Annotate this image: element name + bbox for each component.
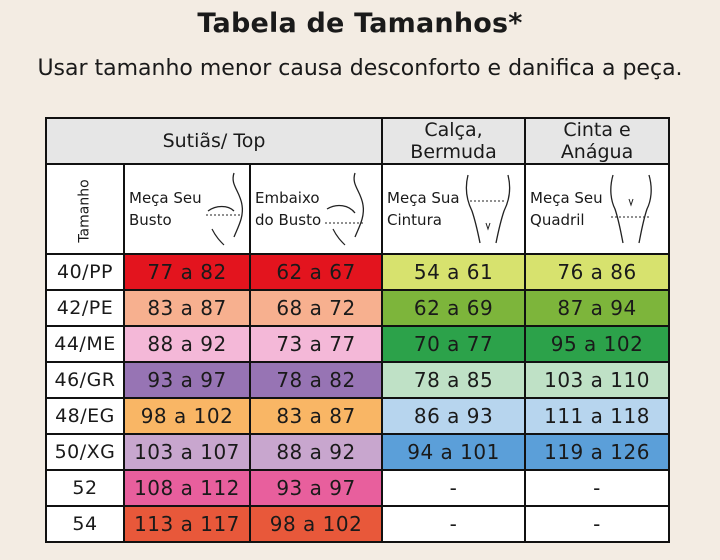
page-title: Tabela de Tamanhos* [197,8,523,39]
bust-cell: 108 a 112 [123,469,251,507]
measure-bust-line1: Meça Seu [129,189,202,207]
waist-cell: - [381,505,527,543]
bust-cell: 93 a 97 [123,361,251,399]
measure-header-underbust: Embaixo do Busto [248,163,384,255]
measure-underbust-line2: do Busto [255,211,322,229]
table-row: 50/XG 103 a 107 88 a 92 94 a 101 119 a 126 [45,433,671,471]
bust-cell: 113 a 117 [123,505,251,543]
measure-bust-line2: Busto [129,211,172,229]
measure-hip-line1: Meça Seu [530,189,603,207]
table-row: 54 113 a 117 98 a 102- - [45,505,671,543]
table-row: 46/GR 93 a 97 78 a 82 78 a 85 103 a 110 [45,361,671,399]
underbust-cell: 88 a 92 [248,433,384,471]
waist-cell: 70 a 77 [381,325,527,363]
underbust-cell: 78 a 82 [248,361,384,399]
measure-waist-line2: Cintura [387,211,442,229]
underbust-cell: 83 a 87 [248,397,384,435]
size-rows: 40/PP 77 a 82 62 a 67 54 a 61 76 a 86 42/PE 83… [45,253,671,543]
size-cell: 48/EG [45,397,125,435]
size-header-label: Tamanho [77,178,93,243]
hip-cell: 119 a 126 [524,433,671,471]
measure-header-bust: Meça Seu Busto [123,163,251,255]
size-cell: 50/XG [45,433,125,471]
table-row: 40/PP 77 a 82 62 a 67 54 a 61 76 a 86 [45,253,671,291]
size-cell: 44/ME [45,325,125,363]
hip-cell: 95 a 102 [524,325,671,363]
bust-figure-icon [204,171,248,247]
underbust-cell: 98 a 102 [248,505,384,543]
hip-cell: 103 a 110 [524,361,671,399]
hip-cell: - [524,469,671,507]
measure-header-waist: Meça Sua Cintura [381,163,527,255]
waist-cell: 62 a 69 [381,289,527,327]
waist-cell: - [381,469,527,507]
underbust-cell: 93 a 97 [248,469,384,507]
underbust-cell: 68 a 72 [248,289,384,327]
page-subtitle: Usar tamanho menor causa desconforto e d… [37,56,683,81]
measure-underbust-line1: Embaixo [255,189,320,207]
table-row: 48/EG 98 a 102 83 a 87 86 a 93 111 a 118 [45,397,671,435]
underbust-figure-icon [323,171,369,247]
size-chart-table: Sutiãs/ Top Calça, Bermuda Cinta e Anágu… [44,117,671,543]
group-header-row: Sutiãs/ Top Calça, Bermuda Cinta e Anágu… [44,117,671,165]
measure-header-hip: Meça Seu Quadril [524,163,671,255]
waist-cell: 78 a 85 [381,361,527,399]
underbust-cell: 73 a 77 [248,325,384,363]
size-cell: 52 [45,469,125,507]
hip-cell: 111 a 118 [524,397,671,435]
bust-cell: 98 a 102 [123,397,251,435]
table-row: 44/ME 88 a 92 73 a 77 70 a 77 95 a 102 [45,325,671,363]
waist-cell: 86 a 93 [381,397,527,435]
waist-cell: 54 a 61 [381,253,527,291]
group-header-pants: Calça, Bermuda [381,117,527,165]
bust-cell: 103 a 107 [123,433,251,471]
hip-cell: 87 a 94 [524,289,671,327]
measure-hip-line2: Quadril [530,211,585,229]
group-header-bra-top: Sutiãs/ Top [44,117,384,165]
hip-cell: 76 a 86 [524,253,671,291]
size-cell: 40/PP [45,253,125,291]
size-header-cell: Tamanho [45,163,125,255]
hip-cell: - [524,505,671,543]
underbust-cell: 62 a 67 [248,253,384,291]
size-cell: 42/PE [45,289,125,327]
waist-cell: 94 a 101 [381,433,527,471]
group-header-girdle: Cinta e Anágua [524,117,671,165]
waist-figure-icon [462,171,514,247]
bust-cell: 83 a 87 [123,289,251,327]
table-row: 52 108 a 112 93 a 97- - [45,469,671,507]
size-cell: 54 [45,505,125,543]
table-row: 42/PE 83 a 87 68 a 72 62 a 69 87 a 94 [45,289,671,327]
measure-waist-line1: Meça Sua [387,189,460,207]
bust-cell: 77 a 82 [123,253,251,291]
bust-cell: 88 a 92 [123,325,251,363]
hip-figure-icon [605,171,657,247]
size-cell: 46/GR [45,361,125,399]
measure-header-row: Tamanho Meça Seu Busto Embaixo do Busto Me… [45,163,671,255]
